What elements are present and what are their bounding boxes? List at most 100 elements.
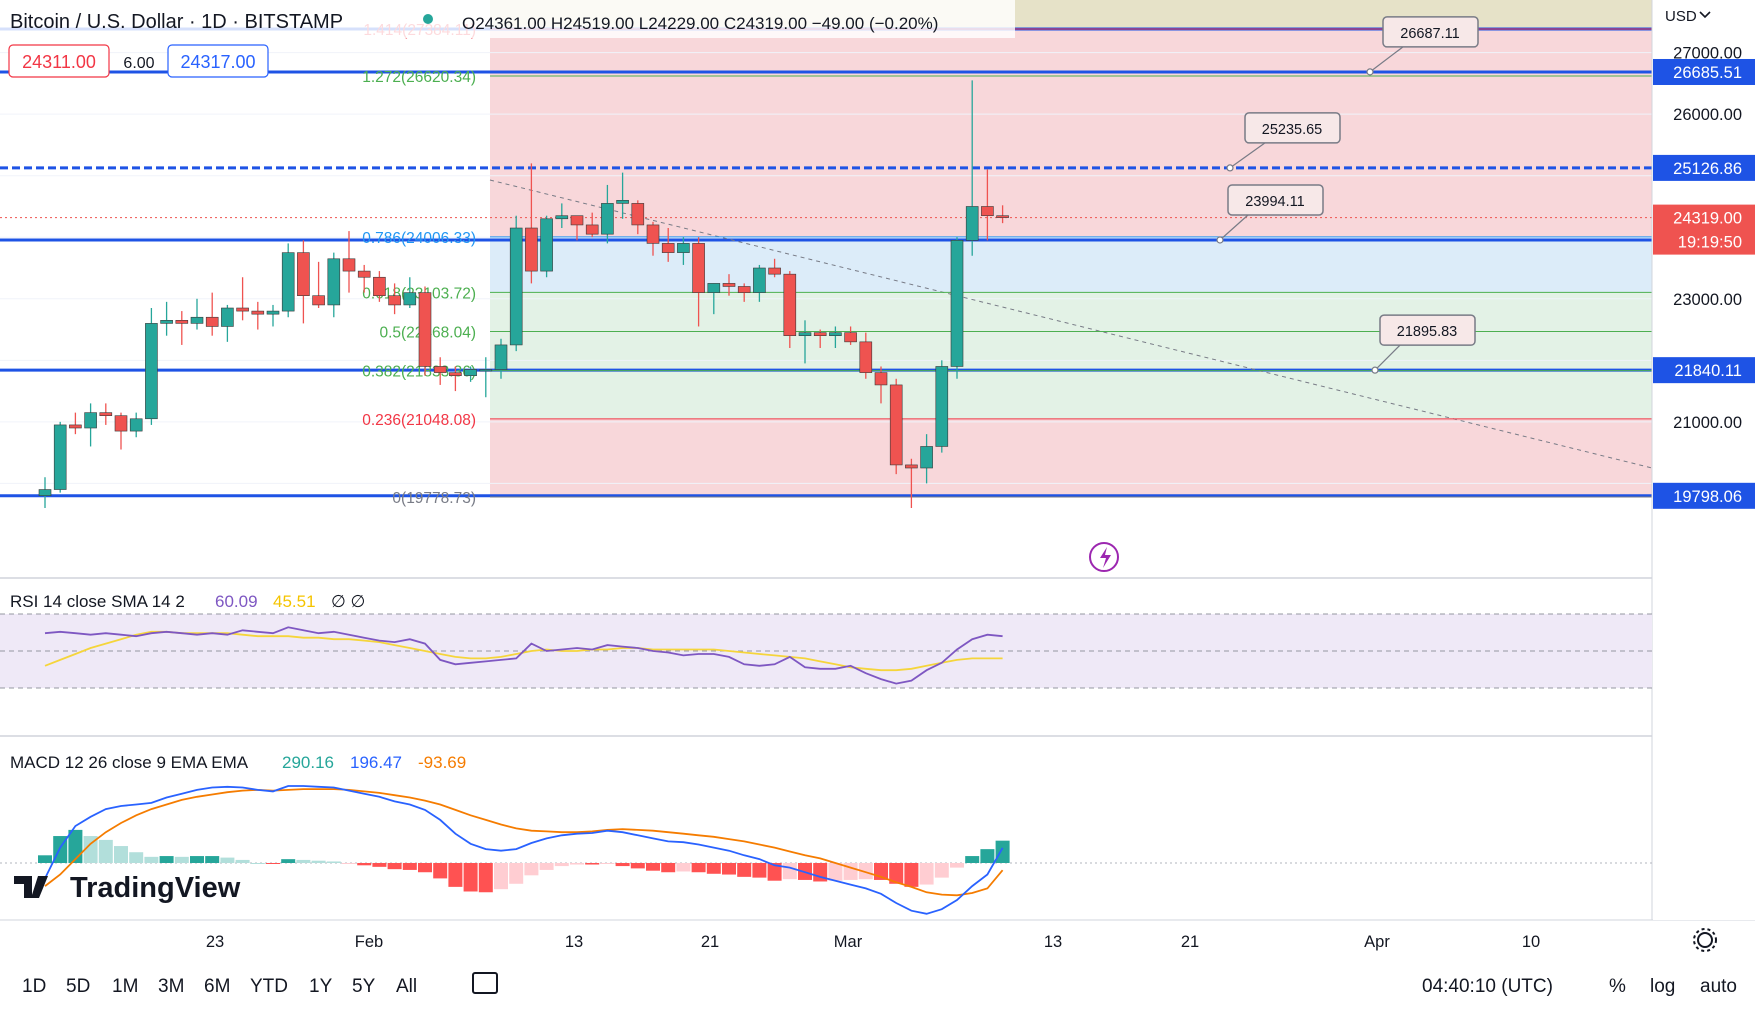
log-toggle[interactable]: log [1650,976,1676,997]
candle-body [433,366,447,373]
candle-body [905,464,918,469]
range-ytd-button[interactable]: YTD [250,976,288,997]
macd-histogram-bar [965,856,980,863]
macd-histogram-bar [463,863,478,892]
macd-histogram-bar [995,840,1010,863]
fib-zone [490,292,1652,332]
candle-body [84,412,97,429]
macd-histogram-bar [235,859,250,863]
candle-body [950,240,964,367]
candle-body [69,424,82,429]
price-callout[interactable] [1244,112,1341,144]
range-3m-button[interactable]: 3M [158,976,185,997]
candle-body [129,418,143,432]
macd-legend[interactable]: MACD 12 26 close 9 EMA EMA [10,753,249,772]
price-callouts[interactable]: 26687.11 25235.65 23994.11 21895.83 [1089,16,1479,572]
candle-body [373,276,386,297]
candle-body [646,224,660,244]
candle-body [403,292,417,306]
macd-histogram-bar [98,839,113,863]
chart-canvas[interactable]: 1.414(27384.11)1.272(26620.34)0.786(2400… [0,0,1755,960]
range-1y-button[interactable]: 1Y [309,976,333,997]
rsi-extra: ∅ ∅ [331,592,365,611]
price-callout[interactable] [1382,16,1479,48]
candle-body [175,320,189,324]
price-callout-text: 23994.11 [1245,194,1304,210]
time-axis-label: Mar [834,933,863,951]
range-1d-button[interactable]: 1D [22,976,47,997]
rsi-value: 60.09 [215,592,258,611]
bid-ask-widget[interactable]: 24311.00 6.00 24317.00 [8,44,269,78]
candle-body [874,372,888,386]
macd-signal-line [44,788,1004,897]
countdown-text: 19:19:50 [1678,234,1742,252]
time-axis[interactable]: 23 Feb 13 21 Mar 13 21 Apr 10 [206,933,1540,951]
price-badge-text: 26685.51 [1673,64,1742,82]
time-axis-label: 21 [701,933,719,951]
macd-histogram-bar [281,859,296,863]
go-to-date-icon[interactable] [472,972,498,994]
macd-histogram-bar [904,863,919,887]
ask-price[interactable]: 24317.00 [180,52,255,72]
candle-body [464,369,477,376]
macd-histogram-bar [661,863,676,873]
candle-body [221,307,234,327]
macd-histogram-bar [159,856,174,863]
time-axis-label: Apr [1364,933,1390,951]
macd-histogram-bar [585,863,600,865]
macd-histogram-bar [980,849,995,863]
macd-histogram-bar [114,846,128,863]
percent-toggle[interactable]: % [1609,976,1626,997]
bottom-toolbar: 1D 5D 1M 3M 6M YTD 1Y 5Y All 04:40:10 (U… [0,960,1755,1017]
macd-histogram-bar [220,857,235,863]
range-all-button[interactable]: All [396,976,418,997]
price-axis[interactable]: 27000.00 26000.00 23000.00 21000.00 26685.51… [1653,0,1755,920]
candle-body [722,283,736,287]
macd-histogram-bar [737,863,752,877]
macd-histogram-bar [311,860,326,863]
fib-zone [490,331,1652,371]
tradingview-logo[interactable]: TradingView [14,872,241,904]
alert-lightning-icon[interactable] [1089,542,1119,572]
rsi-legend[interactable]: RSI 14 close SMA 14 2 [10,592,185,611]
macd-histogram-bar [752,863,767,878]
candle-body [555,215,569,220]
range-1m-button[interactable]: 1M [112,976,139,997]
macd-histogram-bar [402,863,417,870]
range-6m-button[interactable]: 6M [204,976,231,997]
price-axis-label: 27000.00 [1673,45,1742,63]
price-callout[interactable] [1379,314,1476,346]
macd-histogram-bar [706,863,721,874]
rsi-line [44,626,1003,685]
candle-body [479,369,493,372]
price-badge-text: 19798.06 [1673,488,1742,506]
auto-toggle[interactable]: auto [1700,976,1737,997]
macd-histogram-bar [357,863,372,866]
gear-icon[interactable] [1693,928,1717,952]
candle-body [190,316,204,324]
fib-zone [490,76,1652,237]
range-5y-button[interactable]: 5Y [352,976,376,997]
candle-body [236,307,249,312]
currency-selector[interactable]: USD [1665,8,1711,25]
fib-zone [490,370,1652,419]
candle-body [692,243,705,293]
macd-pane: MACD 12 26 close 9 EMA EMA 290.16 196.47 -9… [0,753,1755,915]
candle-body [145,323,158,420]
price-axis-label: 23000.00 [1673,291,1742,309]
candle-body [509,227,523,346]
candle-body [768,267,781,275]
candle-body [494,344,508,370]
macd-line [44,785,1004,915]
bid-price[interactable]: 24311.00 [22,52,96,72]
macd-histogram-bar [342,863,356,864]
macd-histogram-bar [767,863,782,881]
utc-clock[interactable]: 04:40:10 (UTC) [1422,976,1553,997]
range-5d-button[interactable]: 5D [66,976,91,997]
price-callout-text: 26687.11 [1400,26,1459,42]
macd-histogram-bar [433,863,448,879]
price-badge-text: 25126.86 [1673,160,1742,178]
candle-body [449,372,462,376]
price-callout[interactable] [1227,184,1324,216]
